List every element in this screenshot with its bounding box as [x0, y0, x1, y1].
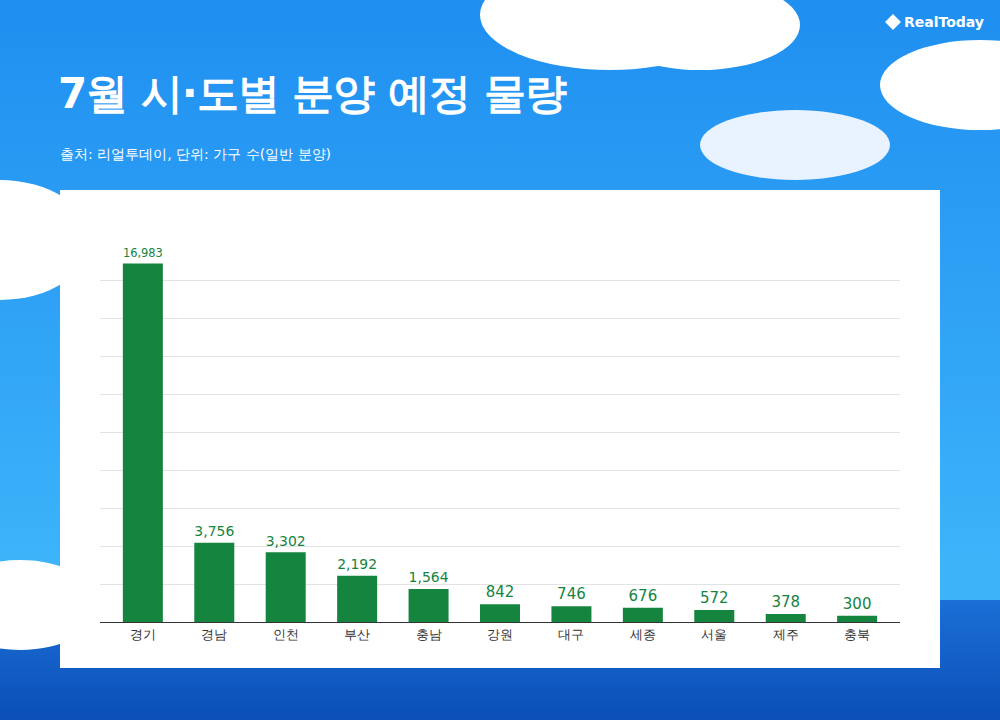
html-text:RealToday: RealToday: [904, 14, 984, 30]
svg-text:572: 572: [700, 589, 729, 607]
svg-text:경남: 경남: [201, 627, 227, 642]
svg-text:378: 378: [771, 593, 800, 611]
svg-text:3,302: 3,302: [266, 533, 306, 549]
svg-text:746: 746: [557, 585, 586, 603]
svg-text:인천: 인천: [273, 627, 299, 642]
svg-text:제주: 제주: [773, 627, 799, 642]
svg-text:충북: 충북: [844, 627, 870, 642]
svg-text:3,756: 3,756: [194, 523, 234, 539]
svg-text:16,983: 16,983: [123, 246, 163, 260]
svg-text:충남: 충남: [416, 627, 442, 642]
html-text:7월 시·도별 분양 예정 물량: 7월 시·도별 분양 예정 물량: [58, 69, 566, 118]
svg-text:경기: 경기: [130, 627, 156, 642]
svg-text:서울: 서울: [701, 627, 727, 642]
svg-text:대구: 대구: [558, 627, 584, 642]
svg-text:강원: 강원: [487, 627, 513, 642]
svg-text:세종: 세종: [630, 627, 656, 642]
svg-text:842: 842: [486, 583, 515, 601]
html-text:출처: 리얼투데이, 단위: 가구 수(일반 분양): 출처: 리얼투데이, 단위: 가구 수(일반 분양): [60, 146, 332, 162]
svg-text:676: 676: [629, 587, 658, 605]
svg-text:2,192: 2,192: [337, 556, 377, 572]
svg-text:300: 300: [843, 595, 872, 613]
svg-text:부산: 부산: [344, 627, 370, 642]
svg-text:1,564: 1,564: [409, 569, 449, 585]
